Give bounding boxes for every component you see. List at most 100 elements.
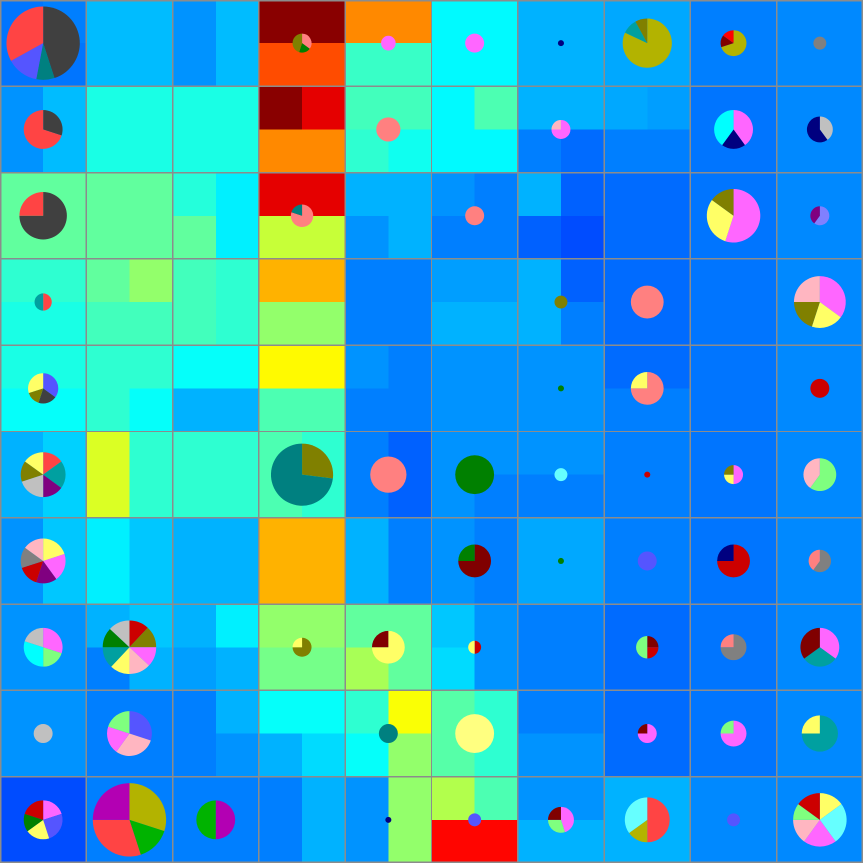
heatmap-cell bbox=[86, 474, 131, 519]
heatmap-cell bbox=[733, 474, 778, 519]
heatmap-cell bbox=[560, 345, 605, 389]
pie-slice bbox=[129, 783, 167, 832]
pie-slice bbox=[551, 119, 561, 130]
pie-slice bbox=[465, 33, 485, 53]
heatmap-cell bbox=[690, 474, 735, 519]
pie-slice bbox=[644, 471, 651, 478]
heatmap-cell bbox=[172, 431, 217, 476]
heatmap-cell bbox=[302, 0, 346, 44]
heatmap-cell bbox=[302, 302, 346, 346]
heatmap-cell bbox=[517, 302, 562, 346]
pie-slice bbox=[819, 627, 840, 659]
heatmap-cell bbox=[172, 302, 217, 346]
neuron-pie bbox=[808, 549, 832, 573]
pie-slice bbox=[810, 206, 820, 224]
heatmap-cell bbox=[647, 215, 691, 260]
neuron-pie bbox=[20, 538, 66, 584]
heatmap-cell bbox=[258, 258, 303, 303]
pie-slice bbox=[629, 819, 648, 843]
neuron-pie bbox=[793, 276, 846, 328]
neuron-pie bbox=[34, 293, 52, 311]
neuron-pie bbox=[381, 35, 396, 51]
pie-slice bbox=[801, 715, 820, 734]
pie-slice bbox=[370, 456, 407, 493]
pie-slice bbox=[129, 627, 157, 648]
heatmap-cell bbox=[474, 604, 519, 648]
pie-slice bbox=[810, 378, 830, 398]
pie-slice bbox=[637, 724, 648, 734]
heatmap-cell bbox=[431, 604, 476, 648]
neuron-pie bbox=[720, 634, 747, 661]
neuron-pie bbox=[551, 119, 571, 139]
heatmap-cell bbox=[388, 215, 433, 260]
heatmap-cell bbox=[302, 560, 346, 605]
heatmap-cell bbox=[345, 302, 389, 346]
heatmap-cell bbox=[474, 388, 519, 433]
heatmap-cell bbox=[302, 604, 346, 648]
pie-slice bbox=[43, 373, 59, 398]
heatmap-cell bbox=[215, 43, 260, 87]
heatmap-cell bbox=[302, 388, 346, 433]
pie-slice bbox=[806, 116, 828, 143]
neuron-pie bbox=[624, 797, 670, 843]
heatmap-cell bbox=[819, 388, 863, 433]
neuron-pie bbox=[292, 637, 312, 657]
heatmap-cell bbox=[474, 302, 519, 346]
neuron-pie bbox=[270, 443, 334, 506]
pie-slice bbox=[724, 465, 734, 475]
heatmap-cell bbox=[129, 258, 174, 303]
neuron-pie bbox=[465, 33, 485, 53]
heatmap-cell bbox=[776, 43, 821, 87]
heatmap-cell bbox=[647, 431, 691, 476]
heatmap-cell bbox=[733, 776, 778, 821]
heatmap-cell bbox=[345, 258, 389, 303]
pie-slice bbox=[102, 628, 130, 648]
heatmap-cell bbox=[129, 215, 174, 260]
pie-slice bbox=[714, 110, 734, 146]
heatmap-cell bbox=[86, 0, 131, 44]
heatmap-cell bbox=[345, 819, 389, 863]
neuron-pie bbox=[630, 285, 664, 319]
pie-slice bbox=[804, 647, 836, 667]
heatmap-cell bbox=[302, 819, 346, 863]
heatmap-cell bbox=[215, 172, 260, 217]
heatmap-cell bbox=[647, 172, 691, 217]
pie-slice bbox=[43, 6, 80, 79]
heatmap-cell bbox=[388, 819, 433, 863]
heatmap-cell bbox=[560, 604, 605, 648]
heatmap-cell bbox=[474, 0, 519, 44]
heatmap-cell bbox=[560, 0, 605, 44]
heatmap-cell bbox=[172, 517, 217, 562]
neuron-pie bbox=[810, 206, 830, 226]
pie-slice bbox=[711, 189, 734, 216]
heatmap-cell bbox=[560, 733, 605, 778]
heatmap-cell bbox=[517, 43, 562, 87]
neuron-pie bbox=[554, 468, 568, 482]
heatmap-cell bbox=[388, 258, 433, 303]
heatmap-cell bbox=[172, 647, 217, 691]
neuron-pie bbox=[455, 455, 495, 495]
heatmap-cell bbox=[345, 733, 389, 778]
pie-slice bbox=[548, 806, 561, 820]
heatmap-cell bbox=[172, 172, 217, 217]
pie-slice bbox=[474, 640, 482, 654]
heatmap-cell bbox=[258, 733, 303, 778]
heatmap-cell bbox=[388, 43, 433, 87]
heatmap-cell bbox=[215, 431, 260, 476]
neuron-pie bbox=[292, 33, 312, 53]
heatmap-cell bbox=[215, 258, 260, 303]
heatmap-cell bbox=[604, 215, 648, 260]
heatmap-cell bbox=[431, 388, 476, 433]
pie-slice bbox=[36, 43, 55, 80]
heatmap-cell bbox=[604, 560, 648, 605]
pie-slice bbox=[637, 551, 657, 571]
heatmap-cell bbox=[431, 647, 476, 691]
heatmap-cell bbox=[215, 604, 260, 648]
heatmap-cell bbox=[86, 388, 131, 433]
neuron-pie bbox=[717, 544, 750, 578]
heatmap-cell bbox=[560, 302, 605, 346]
pie-slice bbox=[299, 43, 310, 53]
heatmap-cell bbox=[690, 776, 735, 821]
pie-slice bbox=[465, 206, 485, 226]
pie-slice bbox=[625, 21, 648, 44]
